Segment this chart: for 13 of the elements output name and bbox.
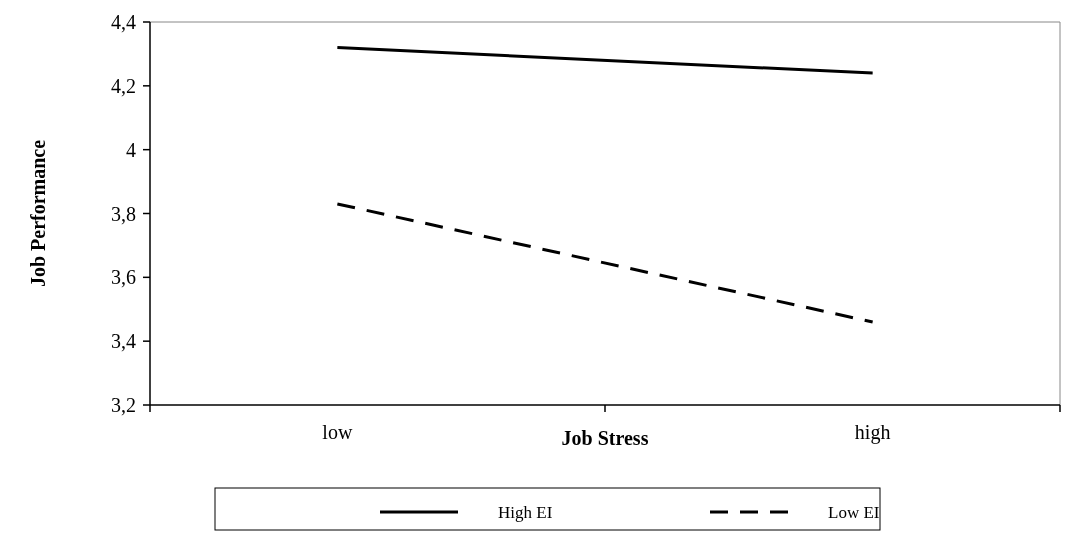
y-tick-label: 3,2 [111, 394, 136, 416]
x-tick-label: low [322, 421, 353, 443]
y-tick-label: 3,8 [111, 202, 136, 225]
y-tick-label: 4,2 [111, 74, 136, 97]
legend-label: High EI [498, 503, 553, 522]
x-axis-title: Job Stress [561, 427, 649, 449]
y-tick-label: 3,4 [111, 330, 136, 353]
y-tick-label: 4 [126, 138, 136, 161]
y-tick-label: 3,6 [111, 266, 136, 289]
y-tick-label: 4,4 [111, 11, 136, 33]
legend-label: Low EI [828, 503, 880, 522]
x-tick-label: high [854, 421, 891, 444]
y-axis-title: Job Performance [27, 139, 49, 288]
